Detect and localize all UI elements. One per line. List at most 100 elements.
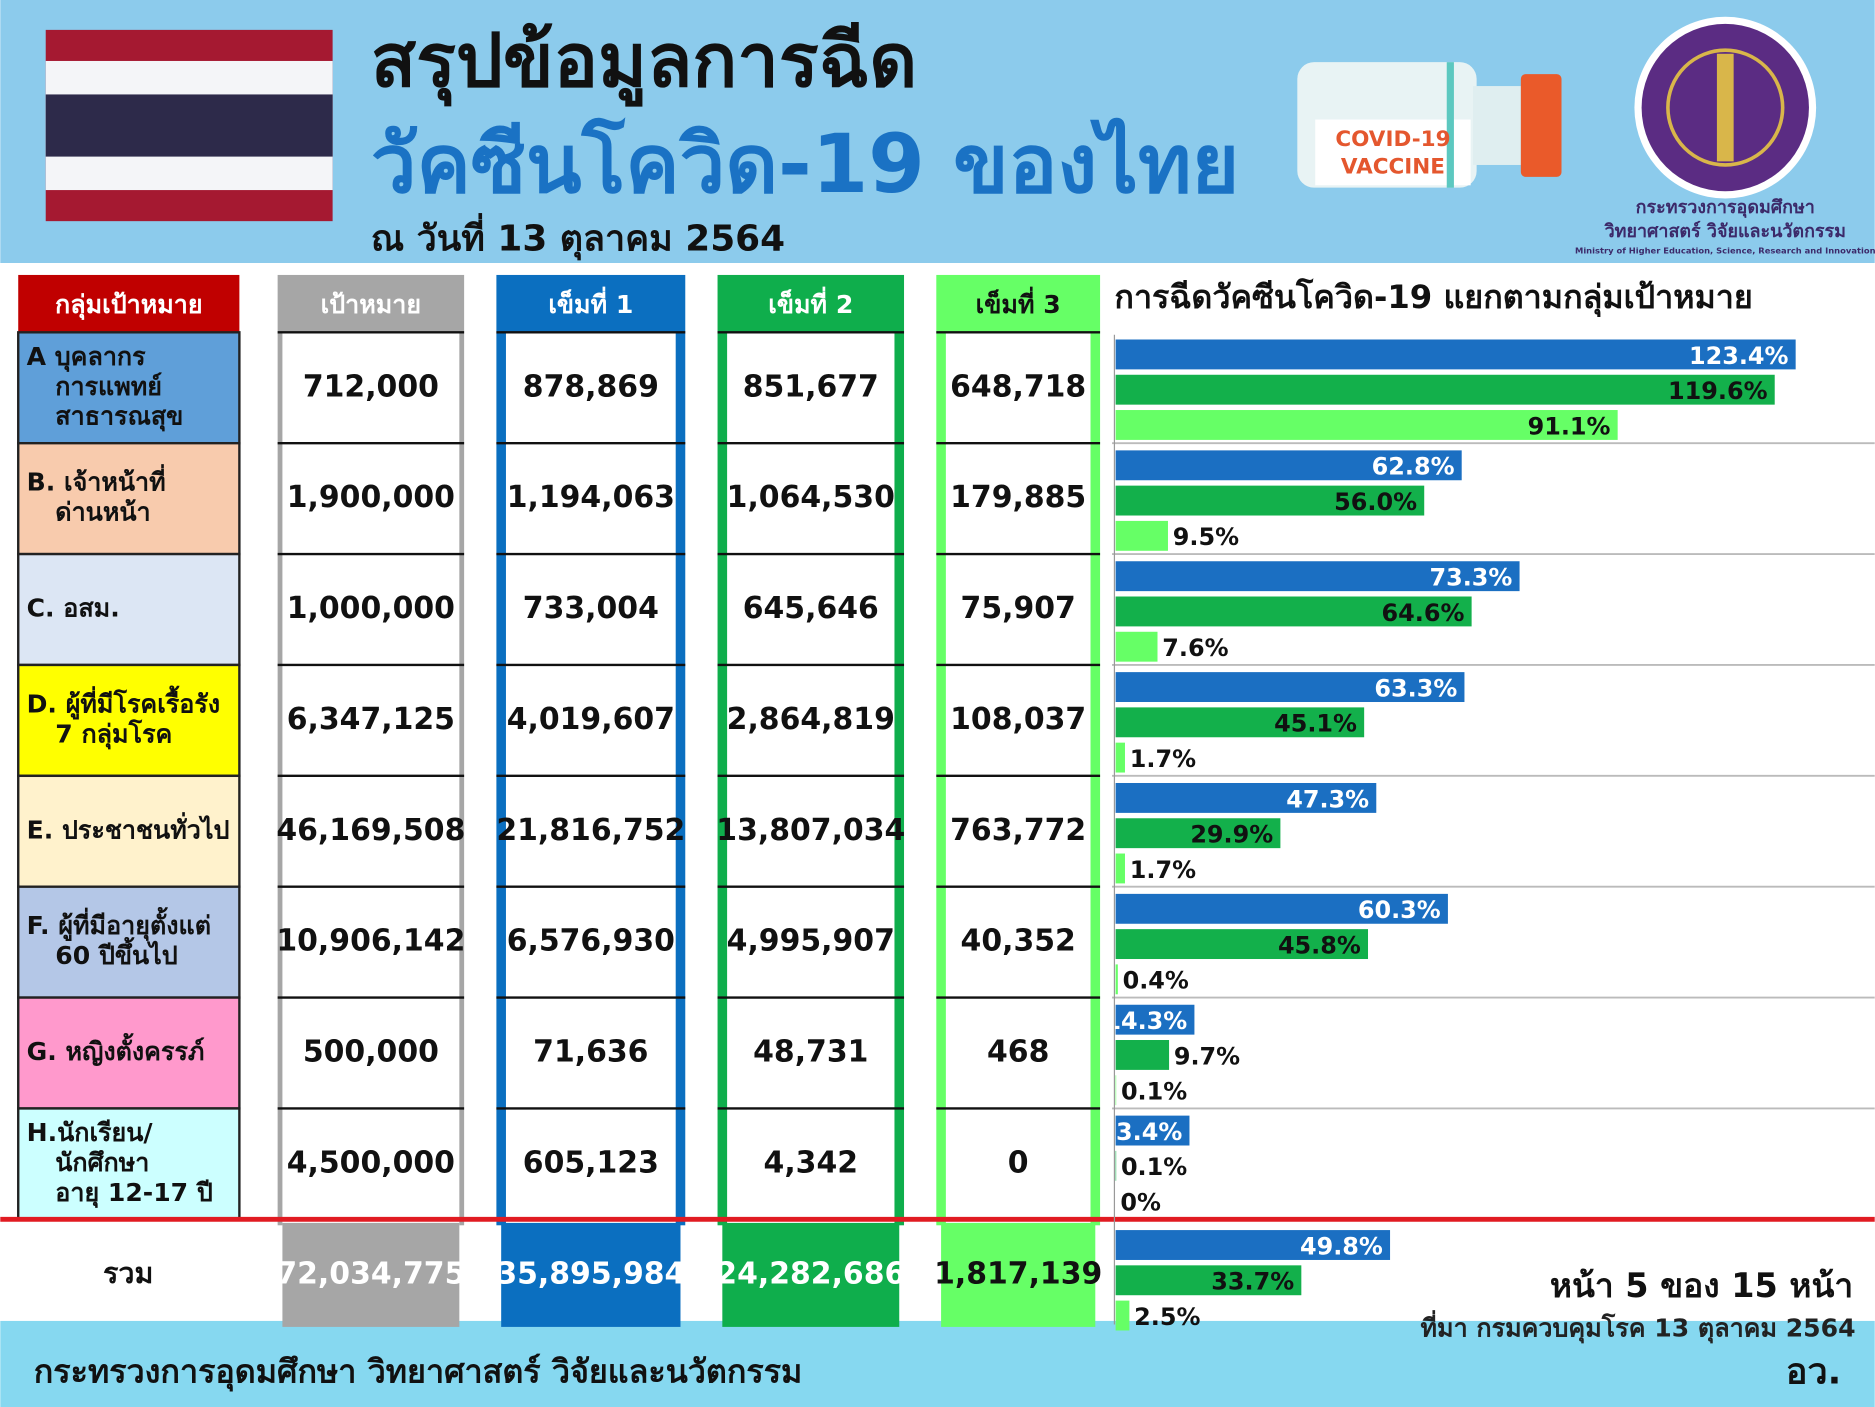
bar-value-label: 1.7% <box>1130 745 1196 773</box>
bar-value-label: 14.3% <box>1104 1007 1187 1035</box>
cell-value: 21,816,752 <box>496 813 685 848</box>
column-header-bg <box>936 274 1101 333</box>
bar <box>1115 1075 1117 1106</box>
bar <box>1115 964 1118 995</box>
cell-value: 500,000 <box>303 1035 439 1070</box>
column-border <box>1090 332 1101 1226</box>
cell-value: 2,864,819 <box>727 702 895 737</box>
bar-value-label: 45.8% <box>1278 931 1361 959</box>
bar <box>1115 1230 1391 1260</box>
footer-band <box>0 1320 1875 1407</box>
footer-ministry: กระทรวงการอุดมศึกษา วิทยาศาสตร์ วิจัยและ… <box>34 1353 803 1393</box>
logo-text: วิทยาศาสตร์ วิจัยและนวัตกรรม <box>1604 220 1846 242</box>
bar <box>1115 410 1618 440</box>
column-border <box>459 332 465 1226</box>
date: ณ วันที่ 13 ตุลาคม 2564 <box>371 212 785 260</box>
bar <box>1115 929 1369 960</box>
total-cell <box>501 1222 681 1327</box>
cell-value: 46,169,508 <box>276 813 465 848</box>
cell-value: 648,718 <box>950 369 1086 404</box>
group-cell <box>17 552 241 667</box>
bar-value-label: 13.4% <box>1099 1118 1182 1146</box>
bar <box>1115 1115 1190 1146</box>
total-value: 72,034,775 <box>276 1256 465 1291</box>
bar-value-label: 9.5% <box>1173 523 1239 551</box>
cell-value: 4,019,607 <box>507 702 675 737</box>
bar <box>1115 339 1796 370</box>
bar <box>1115 374 1775 405</box>
page-number: หน้า 5 ของ 15 หน้า <box>1550 1266 1853 1305</box>
total-cell <box>282 1222 460 1327</box>
cell-value: 733,004 <box>523 591 659 626</box>
bar-value-label: 0.1% <box>1121 1078 1187 1106</box>
footer-abbr: อว. <box>1786 1352 1841 1393</box>
ministry-logo: กระทรวงการอุดมศึกษา วิทยาศาสตร์ วิจัยและ… <box>1575 16 1875 256</box>
cell-value: 4,995,907 <box>727 924 895 959</box>
cell-value: 1,194,063 <box>507 480 675 515</box>
cell-value: 605,123 <box>523 1145 659 1180</box>
group-label: การแพทย์ <box>55 372 162 401</box>
cell-value: 878,869 <box>523 369 659 404</box>
bar <box>1115 818 1281 849</box>
bar-value-label: 60.3% <box>1358 896 1441 924</box>
column-header-bg <box>717 274 905 333</box>
bar <box>1115 853 1125 884</box>
group-label: C. อสม. <box>27 594 120 623</box>
bar <box>1115 631 1158 662</box>
vaccine-bottle: COVID-19 VACCINE <box>1297 62 1562 188</box>
bar <box>1115 1300 1130 1331</box>
bar <box>1115 707 1365 738</box>
cell-value: 4,342 <box>764 1145 859 1180</box>
group-cell <box>17 442 241 556</box>
cell-value: 4,500,000 <box>287 1145 455 1180</box>
total-cell <box>722 1222 900 1327</box>
bar-value-label: 47.3% <box>1286 785 1369 813</box>
column-header: เข็มที่ 3 <box>976 286 1061 319</box>
group-label: F. ผู้ที่มีอายุตั้งแต่ <box>27 906 211 942</box>
group-label: 60 ปีขึ้นไป <box>55 936 177 970</box>
bar <box>1115 893 1448 924</box>
bar-value-label: 33.7% <box>1211 1268 1294 1296</box>
column-header-bg <box>277 274 465 333</box>
total-value: 24,282,686 <box>716 1256 905 1291</box>
bar-value-label: 63.3% <box>1374 674 1457 702</box>
cell-value: 1,900,000 <box>287 480 455 515</box>
cell-value: 10,906,142 <box>276 924 465 959</box>
column-border <box>675 332 686 1226</box>
cell-value: 179,885 <box>950 480 1086 515</box>
column-border <box>936 332 946 1226</box>
total-cell <box>941 1222 1096 1327</box>
bar <box>1115 561 1520 592</box>
total-value: 1,817,139 <box>934 1256 1102 1291</box>
bar-value-label: 119.6% <box>1668 377 1768 405</box>
cell-value: 763,772 <box>950 813 1086 848</box>
bar <box>1115 782 1377 813</box>
cell-value: 645,646 <box>743 591 879 626</box>
cell-value: 6,576,930 <box>507 924 675 959</box>
group-label: อายุ 12-17 ปี <box>55 1178 213 1209</box>
bar-value-label: 0% <box>1120 1188 1161 1216</box>
total-label: รวม <box>103 1256 153 1290</box>
bar-value-label: 123.4% <box>1689 342 1789 370</box>
cell-value: 6,347,125 <box>287 702 455 737</box>
chart-title: การฉีดวัคซีนโควิด-19 แยกตามกลุ่มเป้าหมาย <box>1114 278 1752 318</box>
cell-value: 108,037 <box>950 702 1086 737</box>
cell-value: 48,731 <box>753 1035 868 1070</box>
bar-value-label: 9.7% <box>1174 1042 1240 1070</box>
group-label: 7 กลุ่มโรค <box>55 718 172 750</box>
bar <box>1115 485 1425 516</box>
cell-value: 1,000,000 <box>287 591 455 626</box>
bar-value-label: 0.4% <box>1123 967 1189 995</box>
cell-value: 13,807,034 <box>716 813 905 848</box>
total-value: 35,895,984 <box>496 1256 685 1291</box>
bar <box>1115 1150 1117 1181</box>
group-label: นักศึกษา <box>55 1148 149 1177</box>
group-label: E. ประชาชนทั่วไป <box>27 811 230 844</box>
bar-value-label: 62.8% <box>1372 453 1455 481</box>
bar <box>1115 450 1462 481</box>
bar-value-label: 64.6% <box>1382 599 1465 627</box>
bar-value-label: 0.1% <box>1121 1153 1187 1181</box>
bar-value-label: 45.1% <box>1274 710 1357 738</box>
